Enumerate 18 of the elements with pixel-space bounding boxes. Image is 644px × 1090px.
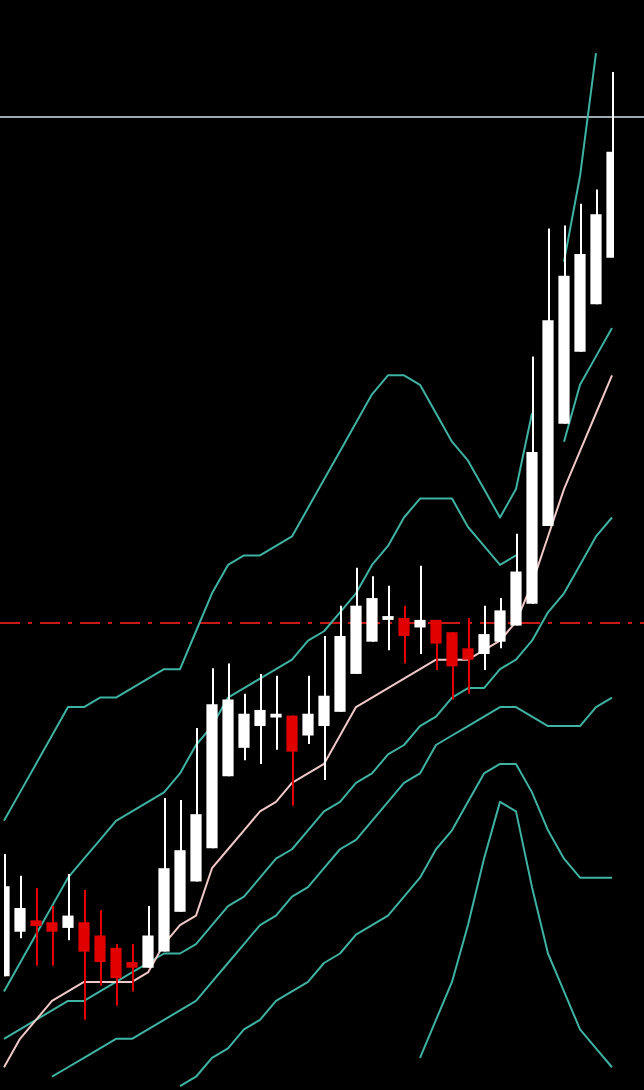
candlestick <box>30 887 42 967</box>
candlestick <box>302 674 314 746</box>
candlestick <box>494 597 506 650</box>
candlestick <box>430 618 442 672</box>
candlestick <box>222 662 234 778</box>
candlestick <box>574 202 586 353</box>
candlestick <box>78 889 90 1021</box>
candlestick <box>14 874 26 940</box>
candlestick <box>270 674 282 751</box>
candlestick <box>158 797 170 953</box>
candlestick <box>478 604 490 672</box>
candlestick <box>46 905 58 967</box>
candlestick <box>462 616 474 695</box>
candlestick <box>382 584 394 652</box>
candlestick <box>174 798 186 913</box>
candlestick <box>366 575 378 643</box>
candlestick <box>334 604 346 713</box>
candlestick <box>126 943 138 993</box>
